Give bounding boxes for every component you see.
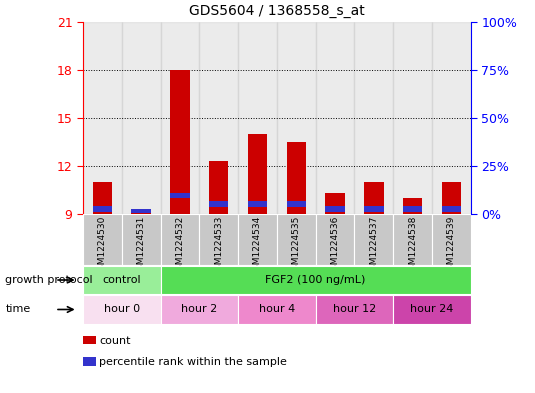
Bar <box>209 161 228 214</box>
Bar <box>199 22 238 214</box>
Bar <box>442 206 461 212</box>
Text: time: time <box>5 305 30 314</box>
Text: growth protocol: growth protocol <box>5 275 93 285</box>
Bar <box>442 182 461 214</box>
Bar <box>248 201 267 207</box>
Bar <box>121 214 160 265</box>
Bar <box>93 206 112 212</box>
Bar <box>83 357 96 366</box>
Bar <box>432 22 471 214</box>
Bar <box>248 134 267 214</box>
Text: control: control <box>102 275 141 285</box>
Bar <box>160 22 199 214</box>
Bar <box>238 22 277 214</box>
Title: GDS5604 / 1368558_s_at: GDS5604 / 1368558_s_at <box>189 4 365 18</box>
Bar <box>83 214 122 265</box>
Text: GSM1224530: GSM1224530 <box>98 216 107 276</box>
Text: GSM1224531: GSM1224531 <box>136 216 146 276</box>
Bar <box>354 22 393 214</box>
Text: hour 12: hour 12 <box>333 305 376 314</box>
Bar <box>83 22 122 214</box>
Text: GSM1224534: GSM1224534 <box>253 216 262 276</box>
Bar <box>160 296 238 324</box>
Bar <box>287 142 306 214</box>
Bar <box>277 214 316 265</box>
Text: count: count <box>99 336 131 346</box>
Text: GSM1224539: GSM1224539 <box>447 216 456 276</box>
Bar <box>316 296 393 324</box>
Bar <box>83 266 160 294</box>
Bar <box>316 214 354 265</box>
Text: GSM1224538: GSM1224538 <box>408 216 417 276</box>
Text: FGF2 (100 ng/mL): FGF2 (100 ng/mL) <box>265 275 366 285</box>
Bar <box>325 206 345 212</box>
Text: hour 2: hour 2 <box>181 305 217 314</box>
Text: GSM1224535: GSM1224535 <box>292 216 301 276</box>
Bar <box>393 296 471 324</box>
Bar <box>83 296 160 324</box>
Text: GSM1224537: GSM1224537 <box>369 216 378 276</box>
Text: GSM1224532: GSM1224532 <box>175 216 185 276</box>
Bar <box>121 22 160 214</box>
Bar <box>238 214 277 265</box>
Bar <box>160 214 199 265</box>
Text: GSM1224533: GSM1224533 <box>214 216 223 276</box>
Bar <box>325 193 345 214</box>
Text: percentile rank within the sample: percentile rank within the sample <box>99 357 287 367</box>
Bar <box>393 22 432 214</box>
Bar <box>132 209 151 213</box>
Bar <box>160 266 471 294</box>
Bar <box>93 182 112 214</box>
Bar <box>132 209 151 214</box>
Bar <box>170 70 189 214</box>
Bar <box>316 22 354 214</box>
Bar <box>403 206 422 212</box>
Text: GSM1224536: GSM1224536 <box>331 216 340 276</box>
Text: hour 4: hour 4 <box>259 305 295 314</box>
Bar <box>364 206 384 212</box>
Bar <box>403 198 422 214</box>
Bar <box>354 214 393 265</box>
Bar <box>432 214 471 265</box>
Bar <box>199 214 238 265</box>
Bar <box>277 22 316 214</box>
Bar <box>393 214 432 265</box>
Bar <box>287 201 306 207</box>
Bar <box>83 336 96 344</box>
Bar <box>209 201 228 207</box>
Bar <box>364 182 384 214</box>
Bar <box>238 296 316 324</box>
Text: hour 24: hour 24 <box>410 305 454 314</box>
Bar <box>170 193 189 198</box>
Text: hour 0: hour 0 <box>104 305 140 314</box>
